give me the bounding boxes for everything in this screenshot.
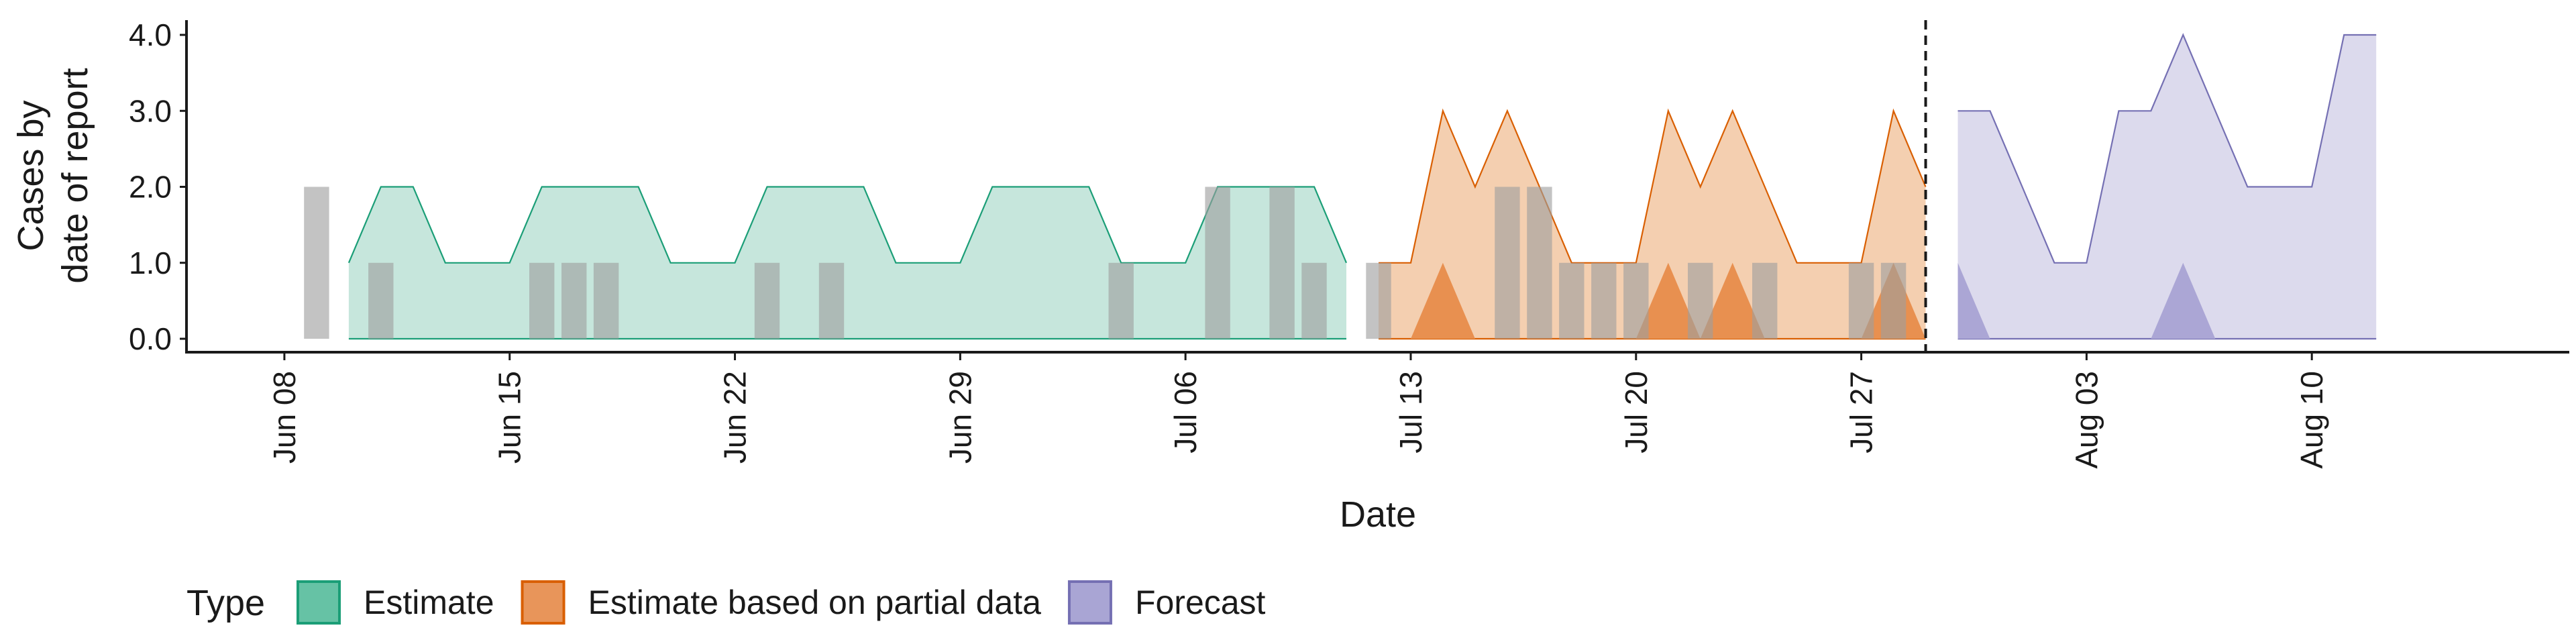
y-tick-label: 2.0: [129, 170, 172, 205]
observed-case-bar: [1623, 262, 1649, 339]
observed-case-bar: [529, 262, 555, 339]
x-tick-label: Jul 27: [1844, 371, 1879, 453]
observed-case-bar: [1269, 186, 1295, 339]
x-tick-label: Jun 08: [267, 371, 302, 464]
y-axis-title-line2: date of report: [55, 68, 95, 283]
observed-case-bar: [1752, 262, 1778, 339]
observed-case-bar: [1205, 186, 1230, 339]
plot-area: [304, 20, 2377, 352]
forecast-inner-ribbon: [1957, 262, 2377, 339]
legend-label-forecast: Forecast: [1135, 584, 1266, 621]
observed-case-bar: [754, 262, 780, 339]
y-axis-title-line1: Cases by: [11, 100, 51, 251]
y-tick-label: 3.0: [129, 93, 172, 128]
x-tick-label: Jun 15: [492, 371, 527, 464]
y-axis: Cases by date of report 0.0 1.0 2.0 3.0 4.0: [11, 17, 188, 356]
y-tick-label: 4.0: [129, 17, 172, 52]
x-tick-label: Jun 22: [718, 371, 753, 464]
estimate-based-on-partial-data-upper-line: [1379, 108, 1927, 264]
legend-key-estimate: [297, 580, 341, 625]
x-tick-label: Jul 13: [1393, 371, 1428, 453]
observed-case-bar: [1848, 262, 1874, 339]
observed-case-bar: [1495, 186, 1520, 339]
x-tick-label: Aug 10: [2294, 371, 2329, 469]
x-tick-label: Jul 20: [1619, 371, 1654, 453]
observed-case-bar: [1591, 262, 1617, 339]
legend-label-estimate-based-on-partial-data: Estimate based on partial data: [588, 584, 1042, 621]
observed-case-bar: [368, 262, 394, 339]
x-axis-title: Date: [1340, 494, 1416, 535]
legend-label-estimate: Estimate: [364, 584, 494, 621]
y-tick-label: 0.0: [129, 321, 172, 356]
x-tick-label: Jul 06: [1168, 371, 1203, 453]
observed-case-bar: [304, 186, 329, 339]
legend-title: Type: [186, 583, 265, 623]
estimate-upper-line: [347, 186, 1348, 264]
observed-case-bar: [1108, 262, 1134, 339]
observed-case-bar: [818, 262, 845, 339]
y-tick-label: 1.0: [129, 246, 172, 280]
observed-case-bar: [1559, 262, 1585, 339]
x-tick-label: Jun 29: [943, 371, 977, 464]
observed-case-bar: [1301, 262, 1327, 339]
legend: Type Estimate Estimate based on partial d…: [186, 580, 1266, 625]
legend-key-forecast: [1067, 580, 1112, 625]
x-axis: Date Jun 08 Jun 15 Jun 22 Jun 29 Jul 06 Jul 1…: [185, 351, 2569, 535]
observed-case-bar: [1366, 262, 1391, 339]
observed-case-bar: [593, 262, 619, 339]
observed-case-bar: [1527, 186, 1552, 339]
legend-key-estimate-based-on-partial-data: [521, 580, 566, 625]
observed-case-bar: [1880, 262, 1907, 339]
forecast-ribbon: [1957, 35, 2377, 339]
observed-case-bar: [1688, 262, 1713, 339]
x-tick-label: Aug 03: [2069, 371, 2104, 469]
forecast-upper-line: [1957, 33, 2377, 264]
observed-case-bar: [561, 262, 587, 339]
